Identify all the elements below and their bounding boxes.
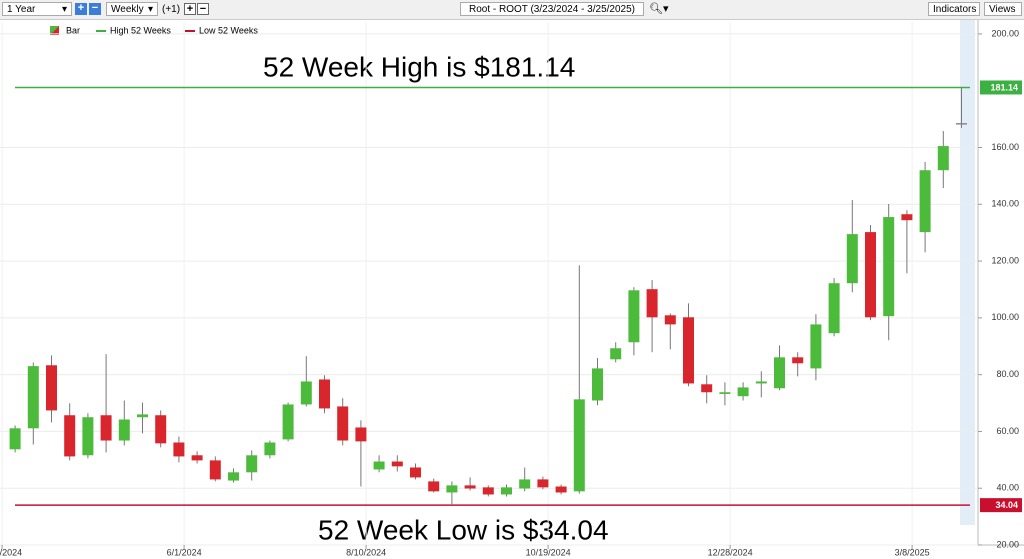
candle-body bbox=[228, 472, 239, 481]
candle-body bbox=[683, 317, 694, 384]
candle-body bbox=[264, 442, 276, 456]
candle-body bbox=[155, 415, 167, 444]
x-tick-label: 10/19/2024 bbox=[526, 547, 571, 557]
x-tick-label: 8/10/2024 bbox=[346, 547, 386, 557]
y-tick-label: 60.00 bbox=[996, 426, 1019, 436]
candle-body bbox=[482, 487, 494, 495]
candle-body bbox=[337, 406, 349, 441]
candle-body bbox=[865, 232, 876, 318]
candle-body bbox=[537, 479, 549, 488]
symbol-box[interactable]: Root - ROOT (3/23/2024 - 3/25/2025) bbox=[460, 2, 644, 16]
candle-body bbox=[628, 290, 640, 343]
candle-body bbox=[846, 234, 858, 284]
candle-body bbox=[646, 289, 658, 318]
candle-body bbox=[191, 455, 203, 461]
y-tick-label: 20.00 bbox=[996, 539, 1019, 549]
x-tick-label: 3/23/2024 bbox=[0, 547, 22, 557]
candle-body bbox=[701, 384, 713, 393]
candle-body bbox=[792, 357, 804, 364]
views-button[interactable]: Views bbox=[984, 2, 1022, 16]
candle-body bbox=[355, 427, 367, 442]
candle-body bbox=[592, 368, 603, 401]
indicators-button[interactable]: Indicators bbox=[928, 2, 980, 16]
x-tick-label: 12/28/2024 bbox=[708, 547, 753, 557]
candle-body bbox=[610, 348, 622, 360]
candle-body bbox=[901, 214, 913, 221]
zoom-out[interactable]: − bbox=[89, 3, 101, 15]
candle-body bbox=[737, 387, 749, 397]
candle-body bbox=[555, 486, 567, 493]
candle-body bbox=[519, 479, 531, 489]
y-tick-label: 160.00 bbox=[991, 142, 1019, 152]
candle-body bbox=[100, 415, 112, 441]
candle-body bbox=[246, 455, 258, 473]
interval-select[interactable]: Weekly ▾ bbox=[106, 2, 158, 16]
candle-body bbox=[774, 357, 785, 389]
candle-body bbox=[46, 365, 57, 411]
offset-minus[interactable]: − bbox=[197, 3, 209, 15]
candle-body bbox=[883, 217, 895, 317]
x-tick-label: 3/8/2025 bbox=[895, 547, 930, 557]
candle-body bbox=[664, 315, 676, 325]
candle-body bbox=[282, 404, 294, 440]
candle-body bbox=[464, 485, 476, 489]
candle-body bbox=[27, 366, 39, 429]
annotation: 52 Week High is $181.14 bbox=[263, 51, 575, 82]
candle-body bbox=[300, 381, 312, 405]
candle-body bbox=[719, 392, 731, 394]
candle-body bbox=[956, 123, 967, 125]
y-tick-label: 200.00 bbox=[991, 28, 1019, 38]
annotation: 52 Week Low is $34.04 bbox=[318, 514, 609, 545]
y-tick-label: 120.00 bbox=[991, 255, 1019, 265]
candle-body bbox=[937, 146, 949, 171]
views-text: Views bbox=[989, 4, 1016, 15]
legend-label: Low 52 Weeks bbox=[199, 25, 258, 35]
legend-label: High 52 Weeks bbox=[110, 25, 171, 35]
candle-body bbox=[573, 399, 585, 492]
interval-text: Weekly bbox=[111, 4, 144, 15]
chart: Bar 52 Week High is $181.14 52 Week Low … bbox=[0, 20, 1024, 557]
candle-body bbox=[209, 460, 221, 480]
legend-icon bbox=[50, 26, 59, 35]
candle-body bbox=[64, 415, 76, 457]
candle-body bbox=[828, 283, 840, 334]
candle-body bbox=[810, 324, 822, 369]
range-select[interactable]: 1 Year ▾ bbox=[2, 2, 72, 16]
zoom-in[interactable]: + bbox=[75, 3, 87, 15]
candle-body bbox=[137, 414, 148, 418]
candle-body bbox=[118, 419, 130, 441]
offset: (+1) bbox=[162, 4, 181, 15]
offset-plus[interactable]: + bbox=[184, 3, 196, 15]
y-tick-label: 40.00 bbox=[996, 483, 1019, 493]
price-tag bbox=[980, 80, 1022, 95]
candle-body bbox=[9, 428, 21, 450]
price-tag-label: 181.14 bbox=[990, 82, 1018, 92]
candle-body bbox=[446, 485, 458, 493]
candle-body bbox=[82, 417, 94, 456]
candle-body bbox=[428, 481, 440, 492]
candle-body bbox=[173, 442, 185, 457]
candle-body bbox=[501, 487, 512, 495]
price-tag-label: 34.04 bbox=[995, 500, 1018, 510]
price-tag bbox=[980, 498, 1022, 513]
candle-body bbox=[919, 170, 931, 233]
range-text: 1 Year bbox=[7, 4, 36, 15]
candle-body bbox=[755, 381, 767, 384]
highlight-column bbox=[960, 20, 975, 525]
y-tick-label: 80.00 bbox=[996, 369, 1019, 379]
candle-body bbox=[410, 467, 421, 478]
x-tick-label: 6/1/2024 bbox=[167, 547, 202, 557]
search-icon[interactable]: 🔍︎▾ bbox=[649, 3, 669, 15]
y-tick-label: 100.00 bbox=[991, 312, 1019, 322]
candle-body bbox=[373, 461, 385, 470]
candle-body bbox=[319, 379, 330, 409]
legend-label: Bar bbox=[66, 25, 80, 35]
toolbar: 1 Year ▾ + − Weekly ▾ (+1) + − Root - RO… bbox=[0, 0, 1024, 20]
indicators-text: Indicators bbox=[933, 4, 977, 15]
y-tick-label: 140.00 bbox=[991, 199, 1019, 209]
candle-body bbox=[391, 461, 403, 467]
